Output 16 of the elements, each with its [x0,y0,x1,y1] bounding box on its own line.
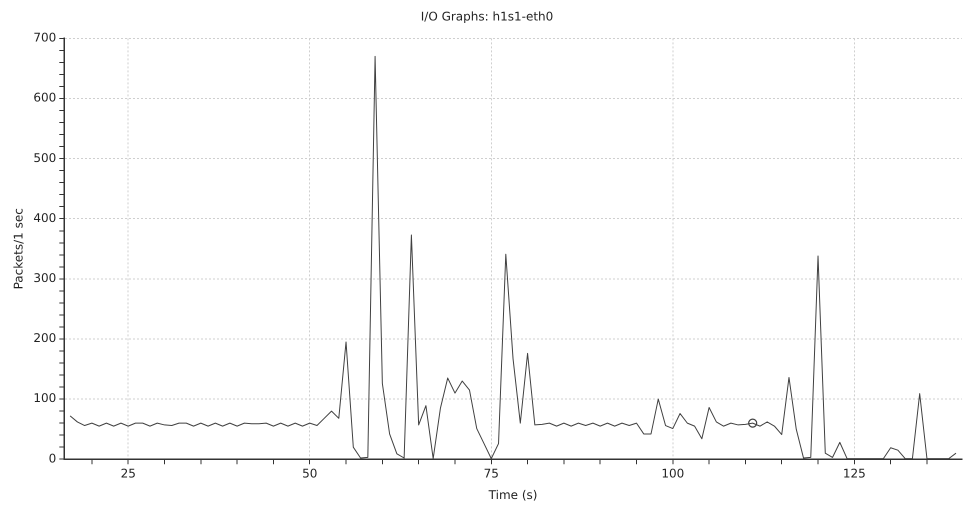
y-tick-label: 200 [33,331,56,346]
x-axis-title: Time (s) [488,488,538,502]
y-tick-label: 400 [33,210,56,225]
y-tick-label: 300 [33,270,56,285]
y-tick-label: 600 [33,90,56,105]
x-tick-label: 125 [842,466,866,481]
x-tick-label: 100 [661,466,684,481]
y-tick-label: 500 [33,150,56,165]
y-tick-label: 0 [48,451,56,466]
y-tick-label: 700 [33,30,56,45]
x-tick-label: 25 [120,466,136,481]
y-axis-title: Packets/1 sec [11,208,26,290]
y-tick-label: 100 [33,391,56,406]
chart-title: I/O Graphs: h1s1-eth0 [420,9,554,24]
x-tick-label: 50 [302,466,318,481]
x-tick-label: 75 [484,466,499,481]
